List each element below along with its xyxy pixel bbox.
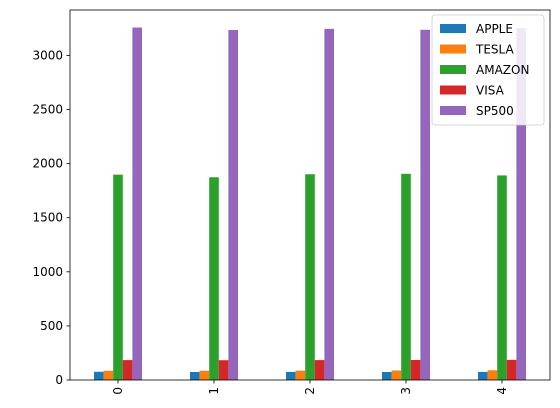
legend: APPLE TESLA AMAZON VISA SP500 [431,14,545,126]
y-tick-label: 2500 [32,103,63,117]
legend-swatch-apple [440,24,466,33]
bar-visa-3 [410,359,421,380]
bar-amazon-4 [497,175,507,380]
bars-group [94,27,526,381]
legend-swatch-tesla [440,44,466,54]
x-tick-label: 0 [111,387,125,395]
bar-visa-1 [218,360,229,380]
bar-sp500-2 [324,28,334,381]
bar-sp500-4 [516,28,526,380]
x-tick-label: 1 [207,387,221,395]
bar-apple-2 [286,371,296,380]
legend-label-tesla: TESLA [475,43,514,57]
legend-label-apple: APPLE [476,22,513,36]
bar-amazon-3 [401,173,411,380]
bar-sp500-0 [132,27,142,381]
legend-box [431,14,545,126]
bar-apple-4 [478,371,488,380]
bar-apple-0 [94,371,104,380]
bar-tesla-1 [199,370,210,380]
legend-label-visa: VISA [476,84,505,98]
legend-swatch-sp500 [440,106,466,115]
legend-swatch-visa [440,85,466,95]
bar-tesla-2 [295,370,306,380]
bar-tesla-4 [487,370,498,380]
y-tick-label: 500 [40,319,63,333]
y-tick-label: 1500 [32,211,63,225]
bar-apple-1 [190,371,200,380]
y-tick-label: 0 [55,373,63,387]
legend-label-amazon: AMAZON [476,63,529,77]
bar-visa-0 [122,360,133,380]
x-tick-label: 4 [495,387,509,395]
bar-tesla-0 [103,370,114,380]
bar-amazon-0 [113,174,123,380]
x-tick-label: 2 [303,387,317,395]
legend-label-sp500: SP500 [476,104,514,118]
bar-tesla-3 [391,370,402,380]
bar-sp500-3 [420,29,430,380]
y-tick-label: 1000 [32,265,63,279]
y-tick-label: 3000 [32,48,63,62]
bar-apple-3 [382,371,392,380]
x-tick-label: 3 [399,387,413,395]
bar-visa-2 [314,360,325,380]
bar-visa-4 [506,359,517,380]
axes-group: 0 500 1000 1500 2000 2500 3000 0 1 2 3 4 [32,9,551,395]
bar-amazon-1 [209,177,219,380]
legend-swatch-amazon [440,65,466,74]
bar-sp500-1 [228,30,238,381]
bar-amazon-2 [305,174,315,380]
y-tick-label: 2000 [32,157,63,171]
